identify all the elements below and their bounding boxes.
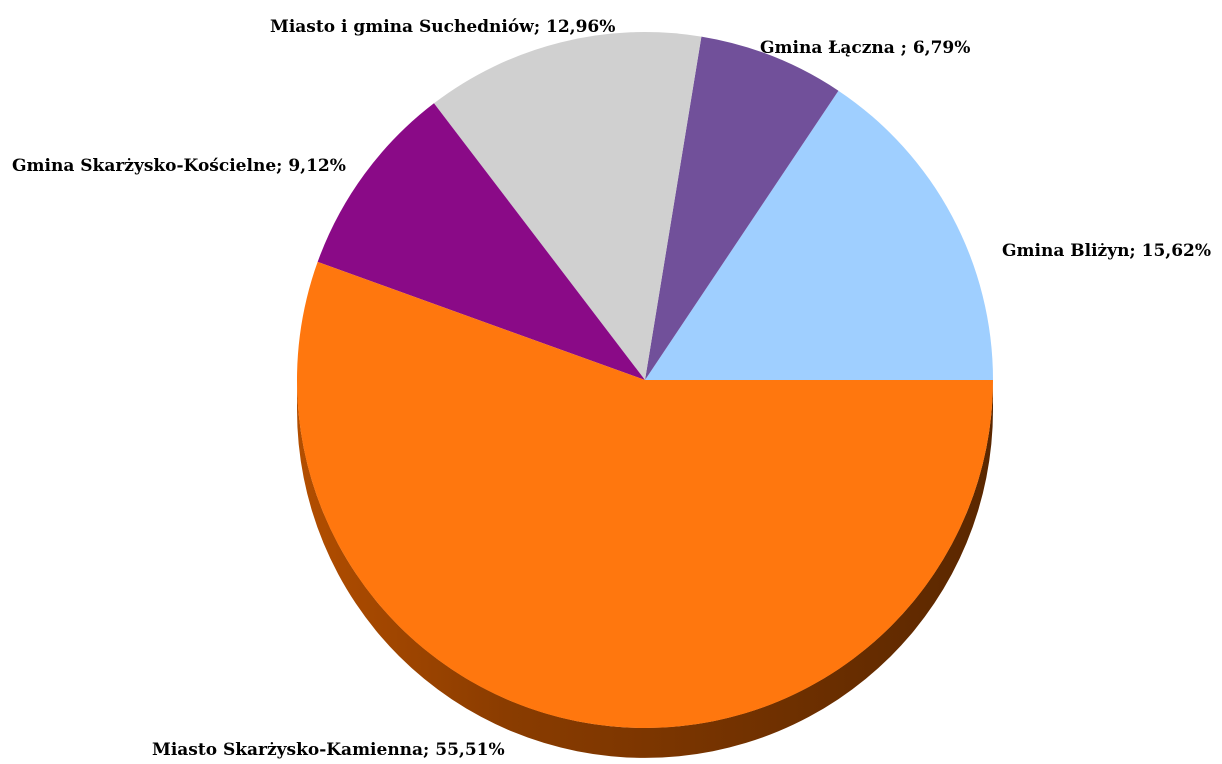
pie-slices bbox=[297, 32, 993, 729]
slice-data-label: Gmina Bliżyn; 15,62% bbox=[1002, 241, 1211, 261]
pie-slice bbox=[645, 36, 839, 380]
slice-data-label: Miasto Skarżysko-Kamienna; 55,51% bbox=[152, 740, 505, 760]
pie-slice bbox=[433, 32, 702, 381]
slice-data-label: Miasto i gmina Suchedniów; 12,96% bbox=[270, 17, 615, 37]
pie-slice bbox=[297, 261, 993, 729]
pie-labels: Gmina Bliżyn; 15,62% Gmina Łączna ; 6,79%… bbox=[12, 17, 1211, 760]
pie-slice bbox=[645, 90, 993, 381]
pie-slice bbox=[317, 103, 645, 380]
slice-data-label: Gmina Skarżysko-Kościelne; 9,12% bbox=[12, 156, 346, 176]
slice-data-label: Gmina Łączna ; 6,79% bbox=[760, 38, 970, 58]
